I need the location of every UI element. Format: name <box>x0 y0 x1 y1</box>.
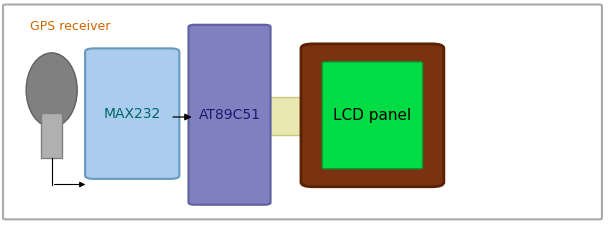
FancyBboxPatch shape <box>301 44 444 187</box>
Polygon shape <box>301 97 313 135</box>
FancyBboxPatch shape <box>85 48 179 179</box>
FancyBboxPatch shape <box>41 112 62 158</box>
Ellipse shape <box>26 53 77 127</box>
FancyBboxPatch shape <box>188 25 271 205</box>
Text: LCD panel: LCD panel <box>333 108 412 123</box>
Text: GPS receiver: GPS receiver <box>30 20 111 34</box>
Text: MAX232: MAX232 <box>103 107 161 121</box>
FancyBboxPatch shape <box>3 4 602 219</box>
Polygon shape <box>264 97 301 135</box>
Text: AT89C51: AT89C51 <box>199 108 260 122</box>
FancyBboxPatch shape <box>322 62 423 169</box>
